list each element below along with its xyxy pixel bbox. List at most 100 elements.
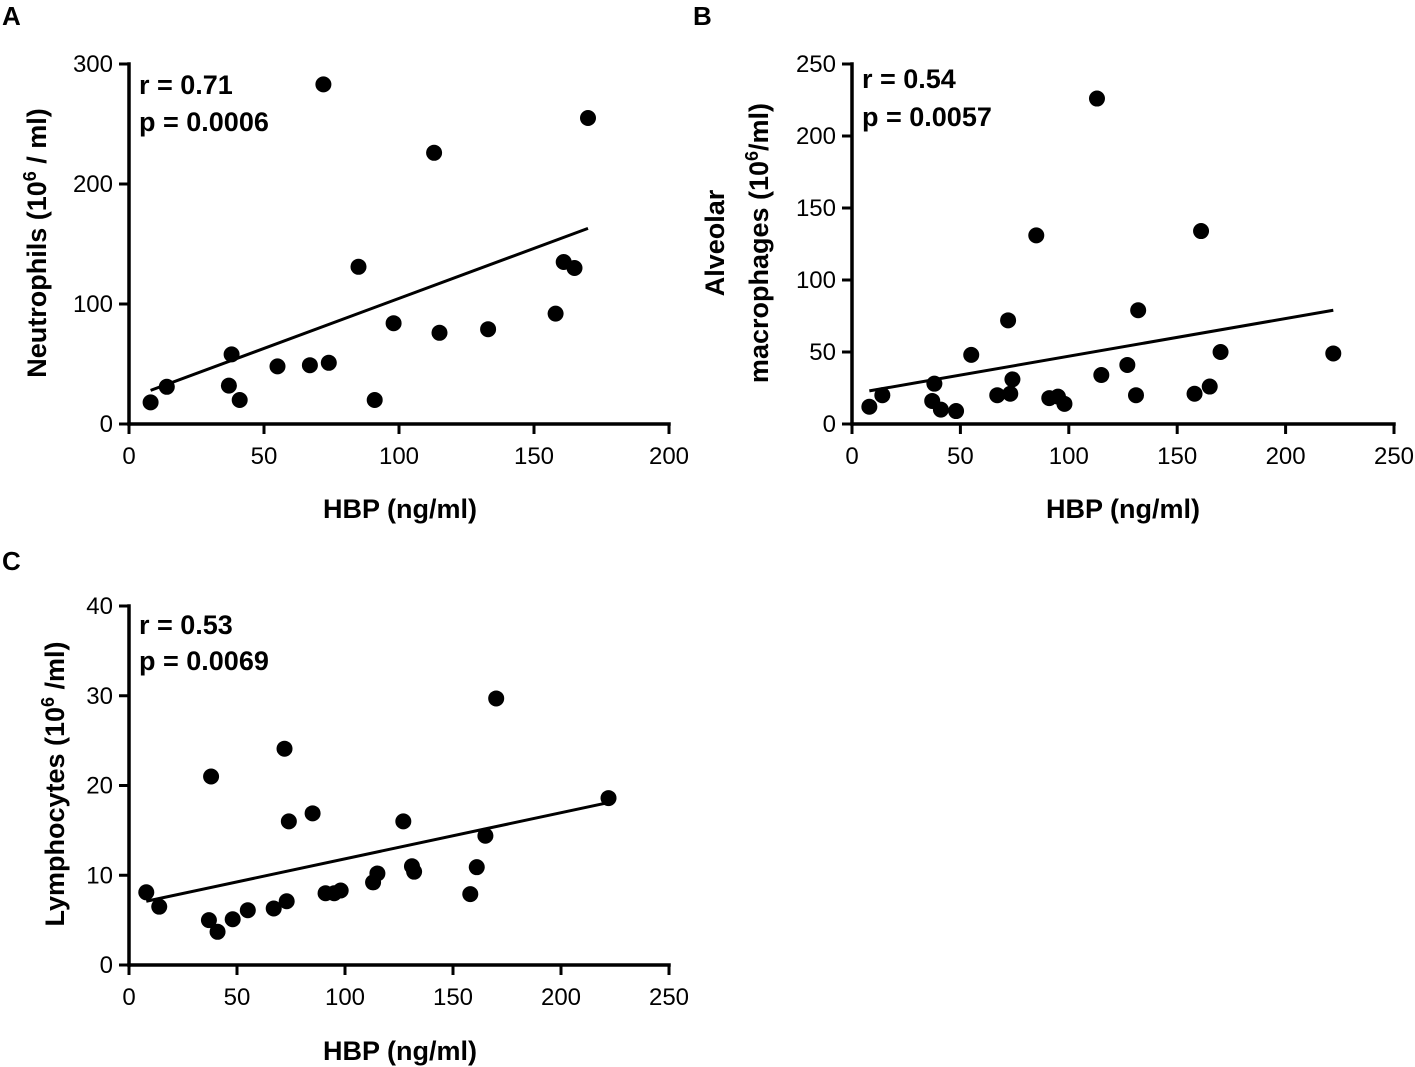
panel-c-data-point (477, 827, 494, 844)
panel-a-plot: 0 50 100 150 200 0 100 200 300 (73, 51, 689, 470)
panel-c-y-axis-title: Lymphocytes (106 /ml) (38, 641, 70, 926)
panel-a-data-point (158, 378, 175, 395)
panel-b-y-tick-label: 200 (796, 123, 836, 150)
panel-c-x-tick-label: 250 (649, 984, 689, 1011)
panel-a-letter: A (2, 1, 21, 31)
panel-a-data-point (142, 394, 159, 411)
panel-c-y-tick-label: 30 (86, 683, 113, 710)
panel-a-data-point (220, 377, 237, 394)
panel-a-regression-line (150, 226, 589, 392)
panel-a-data-point (269, 358, 286, 375)
panel-b-y-tick-label: 100 (796, 267, 836, 294)
panel-b-data-point (1130, 302, 1147, 319)
panel-b-regression-line (869, 308, 1334, 393)
panel-c-data-point (276, 740, 293, 757)
panel-a-data-point (301, 357, 318, 374)
panel-b-data-point (1004, 371, 1021, 388)
panel-a-r-value: r = 0.71 (139, 70, 233, 100)
panel-c-data-point (265, 900, 282, 917)
panel-b-data-point (1128, 387, 1145, 404)
panel-a-data-point (385, 315, 402, 332)
panel-b-x-axis-title: HBP (ng/ml) (1046, 494, 1200, 524)
panel-b-x-tick-label: 50 (947, 443, 974, 470)
panel-b-data-point (1186, 385, 1203, 402)
panel-a-data-point (350, 258, 367, 275)
panel-a-data-point (231, 392, 248, 408)
panel-c-y-tick-label: 40 (86, 593, 113, 620)
panel-a-data-point (480, 321, 497, 338)
panel-c-x-tick-label: 50 (224, 984, 251, 1011)
panel-c-x-tick-label: 0 (122, 984, 135, 1011)
panel-c-r-value: r = 0.53 (139, 610, 233, 640)
panel-b-data-point (1325, 345, 1342, 362)
panel-b-data-point (1000, 312, 1017, 329)
panel-b-data-point (989, 387, 1006, 404)
panel-b-y-tick-label: 250 (796, 51, 836, 78)
panel-b-data-point (1212, 344, 1229, 360)
panel-b-data-point (1002, 385, 1019, 402)
panel-c: C 0 50 100 150 200 250 0 10 20 30 40 r = 0.53 p = … (2, 546, 689, 1066)
panel-c-data-point (468, 859, 485, 876)
panel-c-data-point (209, 923, 226, 940)
panel-b-data-point (1028, 227, 1045, 244)
panel-c-data-point (395, 813, 412, 830)
panel-a-p-value: p = 0.0006 (139, 107, 269, 137)
panel-a-x-tick-label: 50 (251, 443, 278, 470)
panel-b-y-tick-label: 150 (796, 195, 836, 222)
panel-b-data-point (932, 401, 949, 418)
panel-c-data-point (369, 865, 386, 882)
panel-a-data-point (223, 346, 240, 363)
panel-b-data-point (874, 387, 891, 404)
panel-b-x-tick-label: 150 (1157, 443, 1197, 470)
panel-a-data-point (547, 305, 564, 322)
panel-b-y-tick-label: 0 (823, 411, 836, 438)
panel-b-data-point (1119, 356, 1136, 373)
panel-c-x-tick-label: 150 (433, 984, 473, 1011)
panel-b-data-point (1088, 90, 1105, 107)
panel-a-y-tick-label: 300 (73, 51, 113, 78)
panel-b-data-point (948, 403, 965, 420)
panel-a-data-point (431, 324, 448, 341)
panel-c-data-point (332, 882, 349, 899)
panel-b-x-tick-label: 0 (845, 443, 858, 470)
panel-a: A 0 50 100 150 200 0 100 200 300 r = 0.71 p = 0.… (2, 1, 689, 524)
panel-c-letter: C (2, 546, 21, 576)
panel-a-data-point (566, 260, 583, 276)
panel-b-letter: B (693, 1, 712, 31)
panel-b-x-tick-label: 250 (1374, 443, 1414, 470)
panel-a-y-tick-label: 200 (73, 171, 113, 198)
panel-c-data-point (406, 863, 423, 880)
panel-b-x-tick-label: 200 (1266, 443, 1306, 470)
panel-c-data-point (200, 912, 217, 929)
panel-a-x-tick-label: 0 (122, 443, 135, 470)
panel-c-y-tick-label: 20 (86, 773, 113, 800)
panel-b-x-tick-label: 100 (1049, 443, 1089, 470)
panel-c-data-point (203, 768, 220, 785)
panel-c-x-tick-label: 100 (325, 984, 365, 1011)
panel-c-data-point (304, 805, 321, 822)
panel-a-x-tick-label: 200 (649, 443, 689, 470)
panel-b-data-point (1201, 378, 1218, 395)
panel-b-plot: 0 50 100 150 200 250 0 50 100 150 200 250 (796, 51, 1414, 470)
panel-a-y-tick-label: 0 (100, 411, 113, 438)
panel-c-data-point (488, 690, 505, 707)
panel-b-y-axis-title-line1: Alveolar (700, 189, 730, 296)
panel-a-data-point (366, 392, 383, 408)
panel-b-r-value: r = 0.54 (862, 64, 956, 94)
panel-a-x-tick-label: 150 (514, 443, 554, 470)
panel-c-data-point (151, 898, 168, 915)
panel-b-p-value: p = 0.0057 (862, 102, 992, 132)
panel-c-data-point (462, 886, 479, 903)
panel-b-data-point (861, 398, 878, 415)
panel-c-x-tick-label: 200 (541, 984, 581, 1011)
panel-c-data-point (600, 790, 617, 807)
panel-a-data-point (426, 144, 443, 161)
panel-c-data-point (239, 902, 256, 919)
panel-c-data-point (278, 893, 295, 910)
panel-a-y-tick-label: 100 (73, 291, 113, 318)
panel-b-y-tick-label: 50 (809, 339, 836, 366)
panel-c-data-point (138, 884, 155, 901)
panel-b: B 0 50 100 150 200 250 0 50 100 150 200 250 r = 0.5… (693, 1, 1414, 524)
panel-c-regression-line (145, 801, 609, 903)
